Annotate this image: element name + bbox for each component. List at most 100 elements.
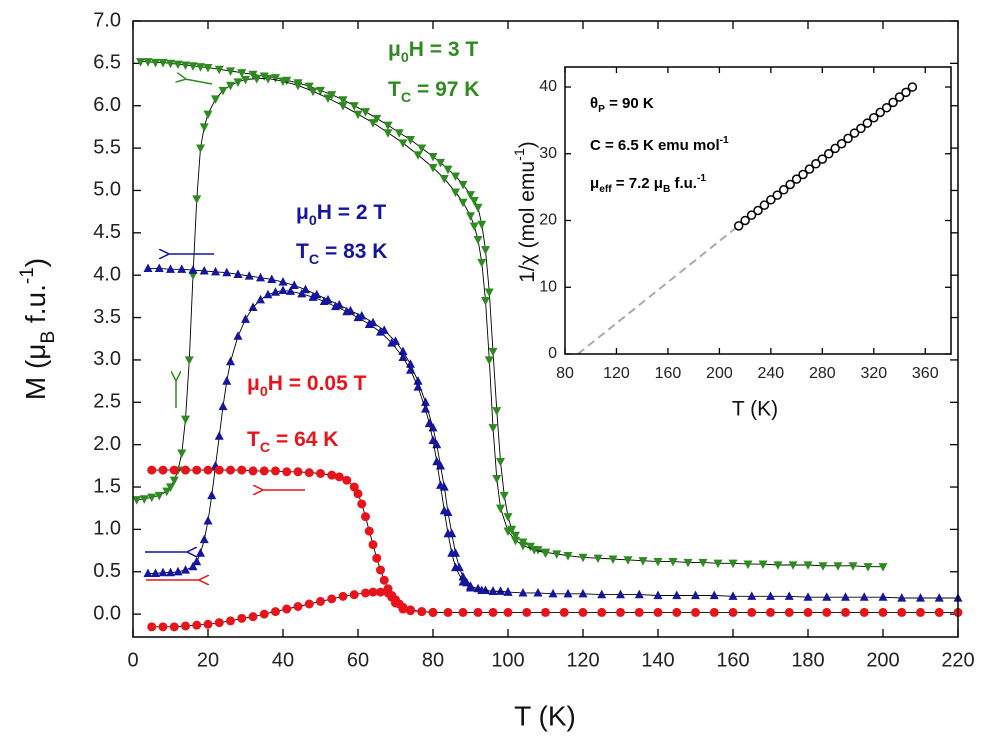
point <box>746 210 757 220</box>
point <box>368 119 378 128</box>
point <box>511 536 520 546</box>
point <box>758 560 768 570</box>
point <box>357 499 367 509</box>
point <box>473 607 483 617</box>
point <box>248 612 258 622</box>
y-tick-label: 6.0 <box>93 94 121 116</box>
point <box>338 96 348 105</box>
point <box>934 593 944 602</box>
point <box>803 561 813 570</box>
point <box>934 607 944 617</box>
text-part: f.u. <box>20 284 51 331</box>
annotation: μeff = 7.2 μB f.u.-1 <box>590 173 706 195</box>
point <box>713 559 723 569</box>
point <box>875 107 885 118</box>
point <box>691 607 700 617</box>
y-tick-label: 10 <box>539 278 557 295</box>
point <box>481 297 490 306</box>
point <box>653 607 663 617</box>
arrows <box>145 79 305 580</box>
point <box>436 480 445 489</box>
point <box>233 78 243 87</box>
point <box>237 465 247 475</box>
point <box>616 589 625 599</box>
point <box>132 496 142 505</box>
supscript: -1 <box>512 148 528 161</box>
y-tick-label: 7.0 <box>93 9 121 31</box>
text-part: θ <box>590 95 598 112</box>
subscript: eff <box>599 184 612 195</box>
point <box>469 197 479 206</box>
text-part: μ <box>247 372 260 395</box>
point <box>901 87 911 98</box>
text-part: ) <box>516 141 539 148</box>
x-tick-label: 40 <box>272 649 294 671</box>
point <box>432 456 442 466</box>
point <box>177 449 187 459</box>
point <box>319 296 329 306</box>
point <box>376 327 385 336</box>
point <box>203 110 213 120</box>
point <box>428 435 438 445</box>
point <box>308 292 318 301</box>
point <box>158 58 168 68</box>
point <box>139 495 149 504</box>
point <box>304 468 314 478</box>
point <box>353 489 363 499</box>
point <box>364 319 374 328</box>
point <box>496 504 505 514</box>
point <box>143 568 153 578</box>
point <box>282 604 292 614</box>
y-tick-label: 2.5 <box>93 391 121 413</box>
point <box>278 285 288 295</box>
subscript: B <box>38 331 59 344</box>
point <box>271 607 280 617</box>
x-tick-label: 0 <box>127 649 138 671</box>
point <box>747 591 757 600</box>
y-tick-label: 5.0 <box>93 179 121 201</box>
y-tick-label: 1.5 <box>93 475 121 497</box>
point <box>259 609 269 619</box>
point <box>376 565 385 575</box>
point <box>353 312 363 322</box>
point <box>166 59 175 69</box>
text-part: T <box>247 428 260 451</box>
x-tick-label: 220 <box>941 649 974 671</box>
point <box>439 505 449 515</box>
point <box>218 86 228 96</box>
point <box>451 188 460 198</box>
point <box>278 77 288 87</box>
point <box>368 540 378 550</box>
point <box>308 87 318 97</box>
point <box>263 289 273 299</box>
point <box>181 465 190 475</box>
point <box>436 158 445 168</box>
point <box>248 302 258 311</box>
point <box>578 607 588 617</box>
point <box>143 263 153 273</box>
point <box>511 531 520 541</box>
point <box>529 546 539 555</box>
point <box>188 62 198 71</box>
y-tick-label: 3.5 <box>93 306 121 328</box>
point <box>451 562 460 572</box>
point <box>743 560 753 570</box>
y-tick-label: 20 <box>539 212 557 229</box>
point <box>282 467 292 477</box>
point <box>841 592 850 601</box>
text-part: T <box>296 240 309 263</box>
point <box>785 179 795 190</box>
point <box>881 102 892 113</box>
point <box>248 466 258 476</box>
point <box>218 401 228 411</box>
point <box>368 587 378 597</box>
point <box>237 69 247 78</box>
point <box>672 607 682 617</box>
point <box>256 272 265 282</box>
point <box>481 246 490 255</box>
point <box>226 356 235 366</box>
point <box>859 592 869 601</box>
point <box>466 191 475 200</box>
point <box>830 143 840 154</box>
point <box>683 558 693 568</box>
